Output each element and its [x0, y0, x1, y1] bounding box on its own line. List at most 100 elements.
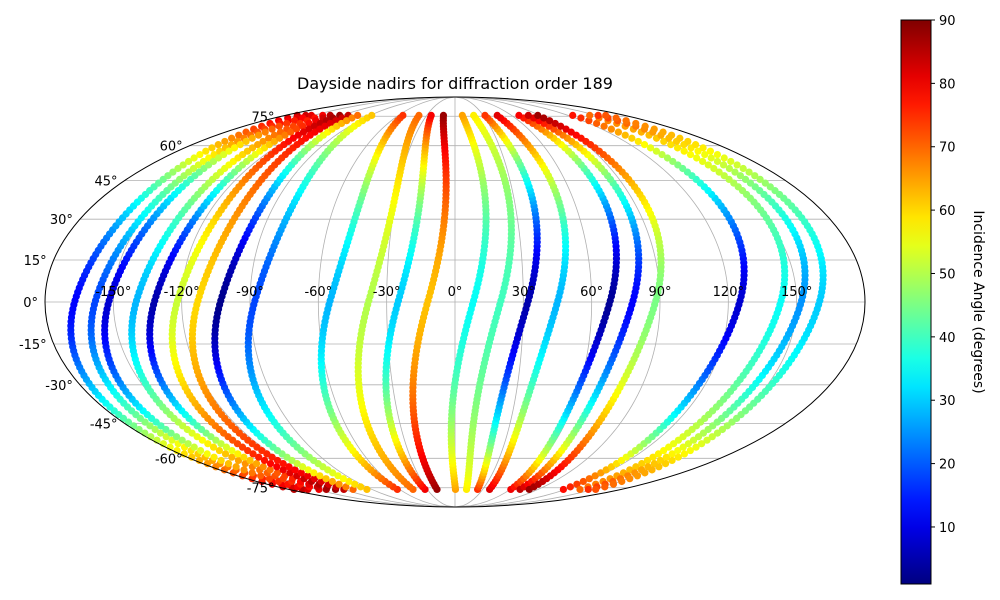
data-point [593, 119, 601, 128]
data-point [720, 172, 728, 180]
data-point [265, 134, 273, 142]
data-point [669, 157, 677, 166]
y-tick-label: -60° [155, 452, 183, 467]
data-point [363, 485, 371, 494]
data-point [215, 446, 223, 455]
colorbar-tick-label: 30 [939, 394, 956, 409]
data-point [242, 137, 250, 146]
data-point [283, 119, 291, 128]
data-point [240, 453, 248, 461]
orbit-track [486, 111, 570, 494]
orbit-track [244, 111, 376, 494]
data-point [745, 168, 753, 176]
data-point [632, 463, 640, 471]
y-tick-label: 45° [95, 175, 118, 190]
data-point [174, 164, 182, 173]
data-point [736, 172, 744, 180]
data-point [579, 477, 587, 486]
x-tick-label: 120° [713, 285, 744, 300]
colorbar-tick-label: 50 [939, 267, 956, 282]
orbit-track [382, 111, 435, 494]
data-point [692, 141, 700, 149]
data-point [224, 460, 233, 468]
data-point [684, 137, 692, 146]
data-point [328, 477, 337, 486]
data-point [146, 422, 154, 430]
data-point [255, 453, 263, 461]
data-point [248, 134, 256, 142]
data-point [707, 154, 715, 162]
data-point [210, 453, 218, 461]
data-point [248, 469, 256, 477]
colorbar-tick-label: 10 [939, 521, 956, 536]
data-point [601, 483, 609, 491]
x-tick-label: -90° [236, 285, 264, 300]
data-point [265, 475, 274, 483]
data-point [335, 480, 343, 488]
data-point [573, 480, 581, 488]
data-point [345, 477, 353, 486]
data-point [196, 150, 204, 159]
orbit-track [211, 111, 362, 494]
colorbar-tick-label: 90 [939, 14, 956, 29]
data-point [236, 141, 244, 149]
data-point [698, 440, 706, 448]
data-point [342, 483, 350, 491]
data-point [621, 131, 629, 139]
colorbar-label: Incidence Angle (degrees) [970, 210, 986, 393]
data-point [246, 456, 254, 465]
data-point [190, 154, 198, 162]
data-point [222, 443, 230, 451]
data-point [290, 117, 299, 125]
data-point [276, 134, 284, 142]
data-point [609, 480, 618, 488]
data-point [674, 161, 682, 169]
data-point [439, 111, 448, 119]
data-point [569, 111, 577, 119]
data-point [761, 179, 769, 187]
data-point [713, 429, 722, 437]
orbit-track [354, 111, 423, 494]
data-point [228, 453, 236, 461]
data-point [195, 456, 204, 465]
data-point [638, 460, 646, 468]
colorbar: 10 20 30 40 50 60 70 80 90 Incidence Angle (degre… [900, 14, 986, 585]
data-point [458, 111, 466, 119]
data-point [597, 469, 605, 477]
data-point [273, 463, 281, 471]
data-point [305, 119, 313, 128]
data-point [221, 450, 230, 458]
data-point [196, 446, 205, 455]
data-point [626, 475, 634, 483]
data-point [557, 122, 565, 130]
data-point [686, 446, 694, 455]
data-point [655, 463, 663, 471]
data-point [699, 157, 707, 166]
data-point [720, 154, 728, 162]
data-point [676, 134, 684, 142]
data-point [316, 472, 324, 480]
data-point [235, 131, 243, 139]
data-point [257, 472, 265, 480]
data-point [592, 485, 600, 494]
data-point [725, 175, 733, 183]
data-point [766, 183, 774, 191]
data-point [704, 161, 712, 169]
data-point [244, 446, 252, 455]
data-point [641, 469, 649, 477]
data-point [559, 485, 567, 494]
orbit-track [447, 111, 490, 494]
orbit-track [317, 111, 407, 494]
y-tick-labels: 75° 60° 45° 30° 15° 0° -15° -30° -45° -60° -75° [19, 110, 275, 496]
data-point [156, 429, 165, 437]
data-point [719, 161, 728, 169]
x-tick-label: 60° [580, 285, 603, 300]
data-point [650, 125, 658, 133]
data-point [686, 150, 695, 159]
data-point [279, 460, 287, 468]
orbit-track [576, 111, 789, 494]
data-point [260, 456, 269, 465]
data-point [248, 144, 257, 152]
data-point [646, 144, 655, 152]
data-point [576, 485, 584, 494]
